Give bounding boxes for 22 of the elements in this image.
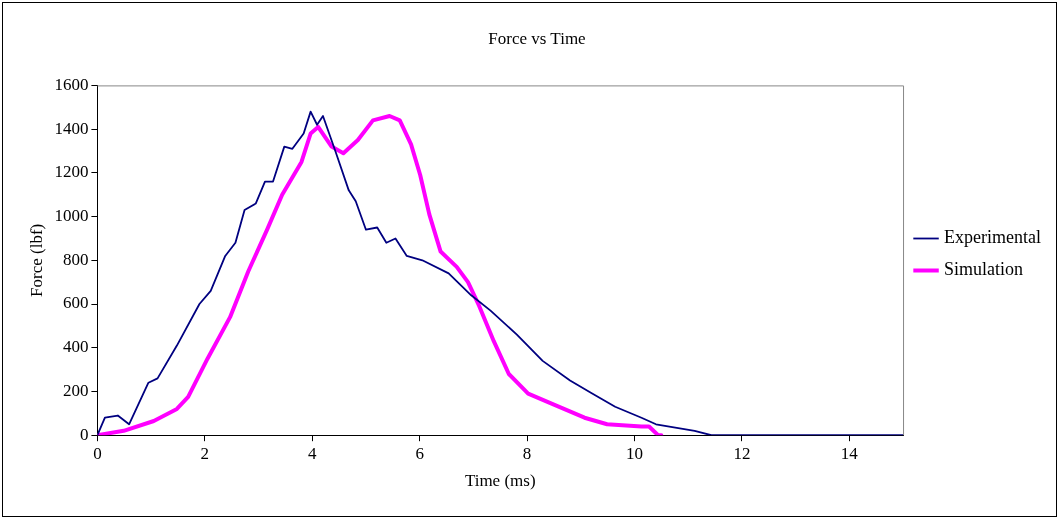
y-tick-label: 800 (62, 249, 89, 269)
chart-title: Force vs Time (488, 28, 586, 48)
legend-label: Experimental (944, 227, 1042, 248)
y-tick-label: 400 (62, 337, 89, 357)
x-tick-label: 0 (93, 443, 102, 463)
y-tick-label: 0 (79, 424, 89, 444)
y-tick-label: 200 (62, 380, 89, 400)
y-axis-title: Force (lbf) (26, 223, 46, 297)
x-tick-label: 4 (307, 443, 317, 463)
y-tick-label: 600 (62, 293, 89, 313)
y-tick-label: 1200 (54, 162, 89, 182)
y-tick-label: 1400 (54, 118, 89, 138)
legend-label: Simulation (944, 259, 1024, 280)
x-tick-label: 6 (415, 443, 424, 463)
x-axis-title: Time (ms) (464, 471, 536, 491)
x-tick-label: 2 (200, 443, 210, 463)
x-tick-label: 8 (522, 443, 532, 463)
x-tick-label: 14 (840, 443, 859, 463)
y-tick-label: 1000 (54, 206, 89, 226)
y-tick-label: 1600 (54, 74, 89, 94)
x-tick-label: 10 (625, 443, 643, 463)
x-tick-label: 12 (733, 443, 751, 463)
